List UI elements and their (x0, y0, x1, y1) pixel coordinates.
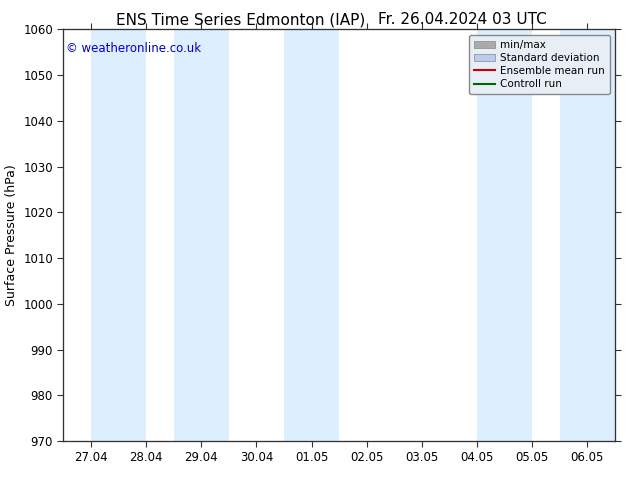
Text: Fr. 26.04.2024 03 UTC: Fr. 26.04.2024 03 UTC (378, 12, 547, 27)
Text: ENS Time Series Edmonton (IAP): ENS Time Series Edmonton (IAP) (116, 12, 366, 27)
Text: © weatheronline.co.uk: © weatheronline.co.uk (66, 42, 201, 55)
Bar (477, 29, 533, 441)
Legend: min/max, Standard deviation, Ensemble mean run, Controll run: min/max, Standard deviation, Ensemble me… (469, 35, 610, 95)
Bar (560, 29, 615, 441)
Bar (174, 29, 229, 441)
Bar (284, 29, 339, 441)
Bar (91, 29, 146, 441)
Y-axis label: Surface Pressure (hPa): Surface Pressure (hPa) (4, 164, 18, 306)
